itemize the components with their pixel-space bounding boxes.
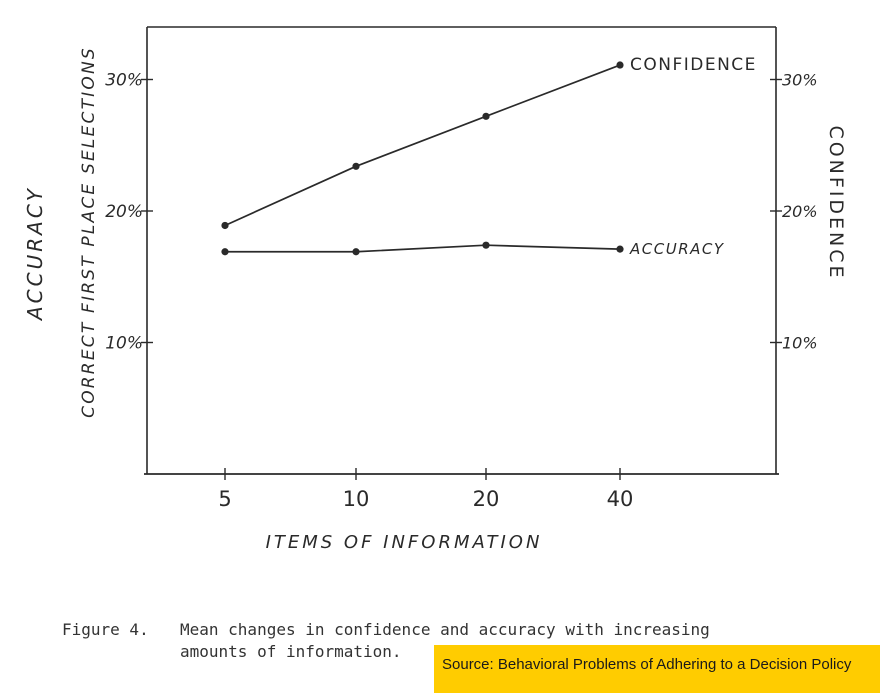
data-point-confidence [352, 162, 360, 170]
data-point-confidence [221, 221, 229, 230]
series-label-confidence: CONFIDENCE [630, 55, 757, 75]
data-point-confidence [616, 61, 624, 69]
data-point-accuracy [482, 241, 490, 249]
figure-caption: Figure 4. Mean changes in confidence and … [62, 619, 710, 663]
x-tick-label: 10 [343, 487, 370, 511]
figure-number: Figure 4. [62, 620, 149, 639]
x-tick-label: 5 [218, 487, 231, 511]
y-axis-title-accuracy: ACCURACY [23, 186, 47, 322]
series-group: CONFIDENCE ACCURACY [221, 55, 757, 258]
right-tick-label: 20% [782, 202, 818, 221]
x-tick-label: 20 [473, 487, 500, 511]
right-tick-label: 30% [782, 71, 818, 90]
series-line-confidence [224, 64, 621, 227]
right-tick-label: 10% [782, 334, 818, 353]
axis-ticks: 10% 20% 30% 10% 20% 30% 5 10 20 40 [105, 71, 817, 512]
caption-line-2: amounts of information. [180, 642, 402, 661]
y-axis-title-correct-first-place: CORRECT FIRST PLACE SELECTIONS [79, 46, 99, 418]
chart-canvas: 10% 20% 30% 10% 20% 30% 5 10 20 40 CONFIDENCE ACCU… [23, 26, 847, 553]
data-point-accuracy [352, 248, 360, 256]
data-point-accuracy [616, 245, 624, 253]
caption-line-1: Mean changes in confidence and accuracy … [180, 620, 710, 639]
y-axis-title-confidence: CONFIDENCE [825, 125, 847, 280]
left-tick-label: 10% [105, 334, 143, 354]
plot-frame [144, 26, 779, 475]
source-badge: Source: Behavioral Problems of Adhering … [434, 645, 880, 693]
data-point-accuracy [221, 248, 229, 256]
x-axis-title: ITEMS OF INFORMATION [266, 532, 543, 553]
x-tick-label: 40 [607, 487, 634, 511]
series-label-accuracy: ACCURACY [629, 240, 725, 258]
series-line-accuracy [225, 244, 621, 253]
left-tick-label: 20% [105, 202, 143, 222]
data-point-confidence [482, 112, 490, 120]
left-tick-label: 30% [105, 71, 143, 91]
